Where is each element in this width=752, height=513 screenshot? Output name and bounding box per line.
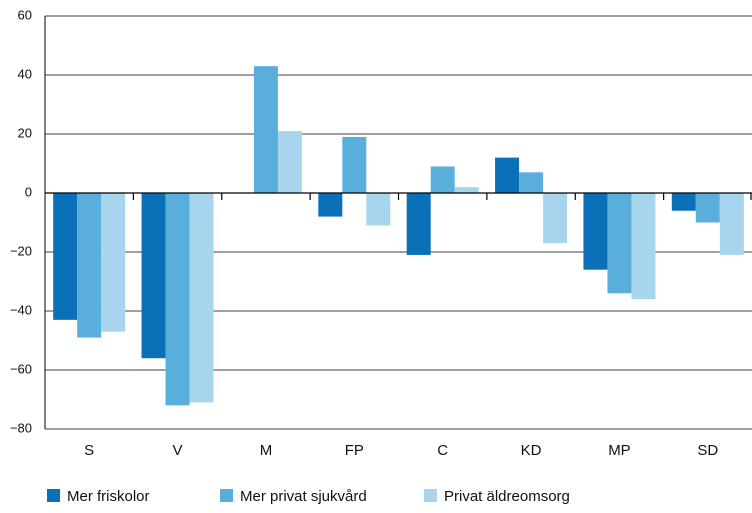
legend-swatch [424, 489, 437, 502]
bar [277, 131, 302, 193]
y-tick-label: −60 [10, 361, 32, 376]
x-tick-label: MP [608, 442, 631, 459]
bar [495, 157, 520, 193]
bar [583, 193, 608, 270]
legend-swatch [47, 489, 60, 502]
bar [519, 172, 544, 193]
y-tick-label: 60 [18, 7, 32, 22]
x-tick-label: SD [697, 442, 718, 459]
bar [342, 136, 367, 193]
bar [53, 193, 78, 320]
y-tick-label: 20 [18, 125, 32, 140]
legend-label: Mer friskolor [67, 488, 150, 505]
bar [318, 193, 343, 217]
bar [454, 187, 479, 193]
x-tick-label: C [437, 442, 448, 459]
y-tick-label: −20 [10, 243, 32, 258]
bar [607, 193, 632, 294]
bar [430, 166, 455, 193]
bar [189, 193, 214, 403]
bar [406, 193, 431, 255]
bar [719, 193, 744, 255]
y-tick-label: 0 [25, 184, 32, 199]
y-tick-label: −80 [10, 420, 32, 435]
bar [141, 193, 166, 359]
bar [101, 193, 126, 332]
x-tick-label: KD [521, 442, 542, 459]
bar [631, 193, 656, 300]
legend-swatch [220, 489, 233, 502]
x-tick-label: S [84, 442, 94, 459]
y-tick-label: 40 [18, 66, 32, 81]
bar [77, 193, 102, 338]
bar [165, 193, 190, 406]
x-tick-label: FP [345, 442, 364, 459]
x-tick-label: M [260, 442, 273, 459]
legend-label: Mer privat sjukvård [240, 488, 367, 505]
bar [543, 193, 568, 244]
bar [671, 193, 696, 211]
bar [695, 193, 720, 223]
bar [253, 66, 278, 193]
bar [366, 193, 391, 226]
x-tick-label: V [173, 442, 183, 459]
legend-label: Privat äldreomsorg [444, 488, 570, 505]
y-tick-label: −40 [10, 302, 32, 317]
